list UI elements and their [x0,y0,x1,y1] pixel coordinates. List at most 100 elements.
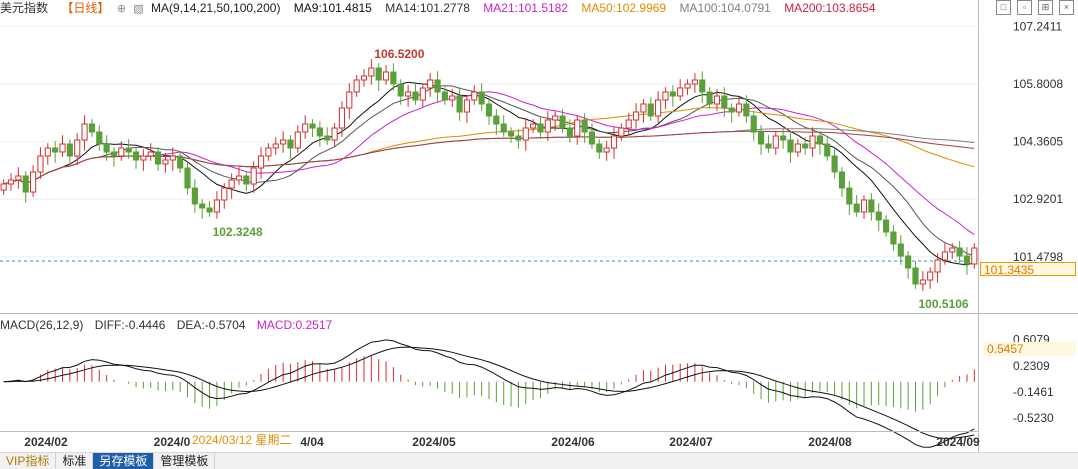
candle-body [405,91,412,97]
candle-body [110,151,118,157]
date-tick-label: 2024/02 [24,435,68,449]
candle-body [846,187,853,205]
date-tick-label: 2024/06 [551,435,595,449]
candle-body [419,87,426,101]
fullscreen-icon[interactable]: ⊞ [1038,0,1053,15]
candle-body [449,95,456,101]
candle-body [52,147,59,153]
price-tick-label: 104.3605 [1013,135,1063,149]
candle-body [507,131,515,137]
ma21-value: MA21:101.5182 [483,1,569,15]
candle-body [669,91,676,97]
ma50-value: MA50:102.9969 [581,1,667,15]
ma200-line [3,130,975,185]
candle-body [662,91,669,101]
candle-body [463,99,471,113]
tab-standard[interactable]: 标准 [56,453,94,469]
candle-body [897,243,904,257]
candle-body [559,115,566,129]
candle-body [735,103,743,113]
candle-body [147,151,154,157]
tab-manage-template[interactable]: 管理模板 [154,453,216,469]
zoom-out-icon[interactable]: ▫ [1017,0,1032,15]
candle-body [772,135,779,149]
candle-body [868,199,875,213]
chart-toolbar: □ ▫ ⊞ × [996,0,1074,16]
candle-body [890,231,897,245]
crosshair-date-tip: 2024/03/12 星期二 [190,433,294,448]
candle-body [30,171,37,193]
candle-body [596,143,603,153]
candle-body [316,127,323,137]
macd-hist-value: MACD:0.2517 [256,318,333,332]
candle-body [530,123,537,129]
candle-body [816,135,823,145]
price-tick-label: 105.8008 [1013,77,1063,91]
macd-diff-line [3,339,975,448]
candle-body [824,143,831,157]
date-tick-label: 4/04 [300,435,324,449]
macd-tick-label: -0.5230 [1013,411,1054,425]
candle-body [684,83,691,89]
candle-body [758,131,765,145]
candle-body [927,271,934,281]
zoom-in-icon[interactable]: □ [996,0,1011,15]
grid [0,25,978,262]
macd-label: MACD(26,12,9) [0,318,84,332]
settings-icon[interactable]: ⊕ [116,3,126,15]
candle-body [302,123,309,133]
axes: 107.2411 105.8008 104.3605 102.9201 101.4798… [0,0,1078,452]
candle-body [544,119,551,133]
candle-body [941,251,948,261]
candle-body [860,199,868,213]
candle-body [0,183,7,191]
candle-body [581,119,588,133]
price-tick-label: 107.2411 [1013,19,1062,33]
candle-body [456,95,463,113]
annotations: 106.5200 102.3248 100.5106 [213,47,969,311]
candle-body [963,255,971,265]
candle-body [603,147,610,153]
candle-body [177,155,184,169]
period-button[interactable]: 【日线】 [61,1,110,15]
candle-body [331,127,338,141]
candle-body [875,211,882,221]
close-icon[interactable]: × [1059,0,1074,15]
candle-body [728,107,735,113]
candle-body [618,127,625,137]
candle-body [235,175,243,181]
candle-body [250,167,257,185]
tab-vip-indicator[interactable]: VIP指标 [0,453,57,469]
candle-body [368,67,375,77]
candlesticks [0,59,978,291]
indicator-icon[interactable]: ▧ [133,3,144,15]
candle-body [287,139,294,149]
candle-body [971,247,978,265]
candle-body [390,71,397,85]
extreme-price-label: 102.3248 [213,225,263,239]
candle-body [625,119,632,129]
candle-body [265,147,272,157]
macd-panel [3,339,975,448]
candle-body [515,135,522,141]
candle-body [647,103,654,117]
macd-tick-label: 0.2309 [1013,359,1050,373]
candle-body [125,147,132,153]
candle-body [353,79,360,93]
candle-body [74,139,81,157]
candle-body [243,175,250,185]
candle-body [956,247,963,257]
candle-body [537,123,544,133]
candle-body [522,127,529,141]
candle-body [471,91,478,101]
candle-body [66,143,73,157]
candle-body [309,123,316,129]
candle-body [155,151,162,165]
candle-body [441,91,448,101]
candle-body [500,123,507,133]
candle-body [22,175,29,193]
tab-save-template[interactable]: 另存模板 [93,453,155,469]
candle-body [743,103,750,117]
candle-body [162,159,169,165]
